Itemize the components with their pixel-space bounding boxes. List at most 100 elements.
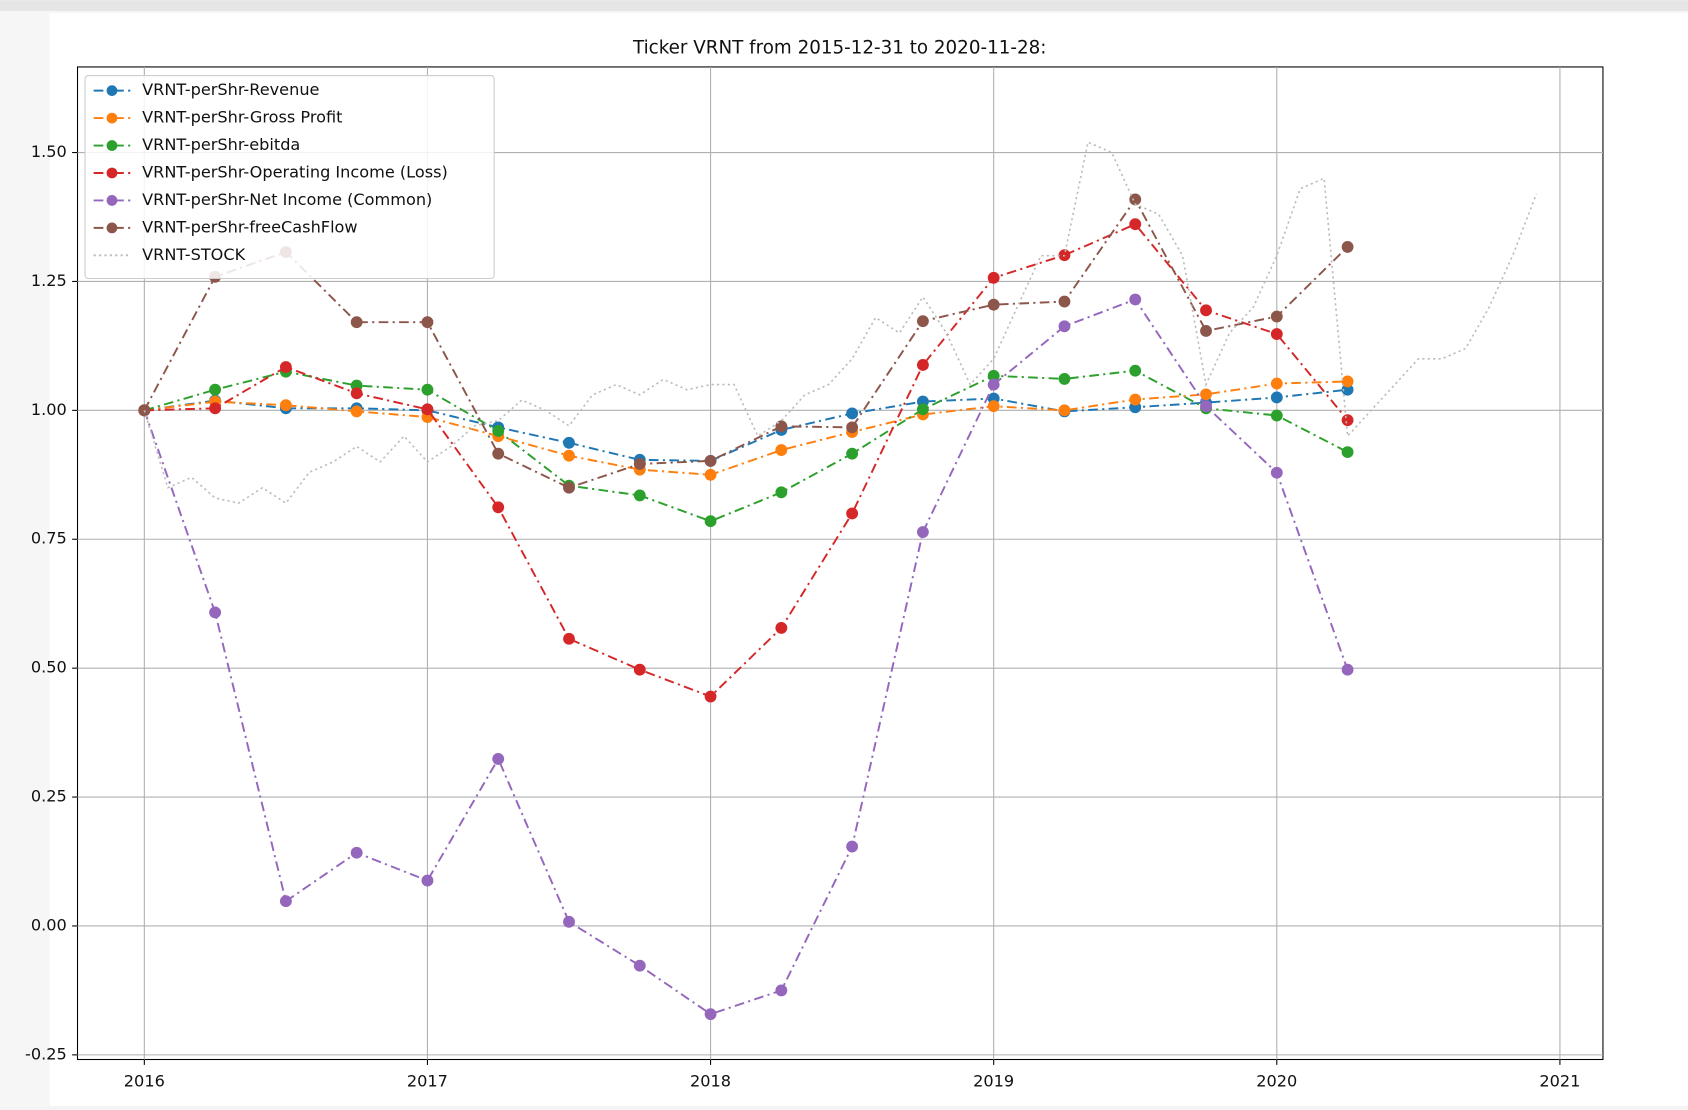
series-marker	[987, 298, 1000, 311]
y-tick-label: 1.50	[31, 142, 67, 161]
y-tick-label: 1.00	[31, 400, 67, 419]
series-marker	[492, 447, 505, 460]
series-marker	[987, 378, 1000, 391]
series-marker	[775, 984, 788, 997]
series-marker	[846, 507, 859, 520]
legend-marker	[106, 112, 118, 124]
y-tick-label: -0.25	[25, 1044, 67, 1063]
legend: VRNT-perShr-Revenue VRNT-perShr-Gross Pro…	[84, 75, 495, 280]
series-marker	[704, 690, 717, 703]
series-marker	[704, 454, 717, 467]
series-marker	[916, 359, 929, 371]
series-marker	[421, 383, 434, 396]
x-tick-label: 2021	[1539, 1072, 1580, 1091]
series-marker	[633, 489, 646, 502]
series-marker	[775, 486, 788, 499]
legend-label: VRNT-perShr-Net Income (Common)	[142, 190, 432, 209]
series-marker	[916, 315, 929, 328]
series-marker	[1270, 310, 1283, 323]
series-marker	[987, 271, 1000, 284]
series-marker	[704, 515, 717, 528]
x-tick-label: 2019	[973, 1072, 1014, 1091]
series-marker	[1270, 377, 1283, 390]
series-marker	[1200, 325, 1212, 337]
series-marker	[279, 895, 292, 908]
y-tick-label: 1.25	[31, 271, 67, 290]
series-marker	[633, 458, 646, 470]
series-marker	[846, 421, 859, 434]
x-tick-label: 2017	[407, 1072, 448, 1091]
series-marker	[1341, 383, 1354, 396]
x-tick-label: 2016	[124, 1072, 165, 1091]
series-marker	[421, 316, 434, 329]
series-marker	[563, 449, 575, 462]
series-marker	[563, 915, 575, 928]
series-marker	[1341, 240, 1354, 253]
series-marker	[633, 663, 646, 676]
series-marker	[1058, 372, 1071, 385]
legend-label: VRNT-perShr-ebitda	[142, 135, 300, 154]
series-marker	[987, 369, 1000, 382]
series-marker	[1341, 446, 1354, 459]
x-tick-label: 2018	[690, 1072, 731, 1091]
series-marker	[1270, 328, 1283, 340]
series-marker	[350, 846, 363, 859]
series-marker	[563, 481, 575, 494]
series-line	[144, 369, 1349, 523]
series-marker	[1341, 414, 1354, 427]
legend-label: VRNT-STOCK	[142, 245, 246, 264]
x-tick-label: 2020	[1256, 1072, 1297, 1091]
series-marker	[1341, 663, 1354, 676]
series-marker	[350, 405, 363, 418]
top-bar	[0, 0, 1688, 11]
chart-title: Ticker VRNT from 2015-12-31 to 2020-11-2…	[632, 38, 1046, 59]
series-marker	[279, 399, 292, 412]
series-marker	[846, 840, 859, 853]
series-marker	[1129, 364, 1142, 377]
legend-marker	[106, 167, 118, 179]
y-tick-label: 0.75	[31, 529, 67, 548]
series-marker	[279, 361, 292, 373]
legend-marker	[106, 85, 118, 97]
series-marker	[1058, 295, 1071, 308]
series-marker	[1200, 400, 1212, 413]
series-marker	[916, 526, 929, 538]
series-marker	[1129, 293, 1142, 306]
series-marker	[846, 407, 859, 420]
series-marker	[633, 959, 646, 972]
series-marker	[350, 387, 363, 400]
series-marker	[209, 402, 222, 415]
series-marker	[704, 468, 717, 481]
series-marker	[421, 403, 434, 416]
y-tick-label: 0.00	[31, 915, 67, 934]
series-marker	[846, 447, 859, 460]
series-marker	[775, 444, 788, 456]
series-line	[143, 141, 1538, 505]
series-marker	[492, 752, 505, 765]
y-tick-label: 0.50	[31, 658, 67, 677]
series-marker	[1200, 304, 1212, 317]
series-marker	[1058, 404, 1071, 417]
series-marker	[492, 425, 505, 437]
series-marker	[775, 622, 788, 634]
series-marker	[209, 606, 222, 619]
series-marker	[1200, 388, 1212, 401]
series-marker	[421, 874, 434, 887]
series-line	[143, 197, 1349, 489]
series-marker	[492, 501, 505, 514]
axes: -0.25 0.00 0.25 0.50 0.75 1.00 1.25 1.50 2016 201…	[25, 142, 1580, 1091]
series-marker	[563, 632, 575, 645]
series-line	[143, 298, 1349, 1016]
series-marker	[209, 383, 222, 396]
series-marker	[704, 1008, 717, 1021]
series-marker	[1129, 218, 1142, 231]
series-marker	[1270, 391, 1283, 404]
legend-marker	[106, 222, 118, 234]
series-marker	[916, 403, 929, 416]
series-marker	[1058, 320, 1071, 333]
legend-box	[84, 75, 495, 280]
y-tick-label: 0.25	[31, 787, 67, 806]
series-marker	[1270, 466, 1283, 479]
series-marker	[1341, 375, 1354, 388]
